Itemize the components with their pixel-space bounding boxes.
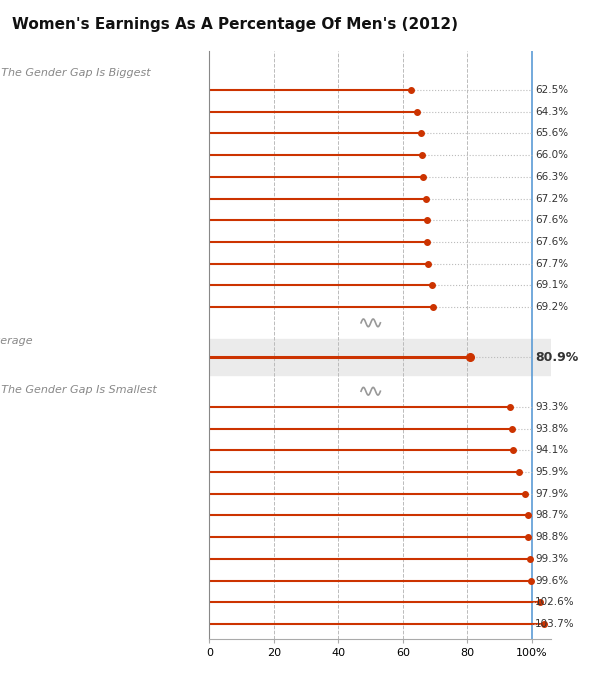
Text: 103.7%: 103.7% — [535, 619, 575, 629]
Text: 67.6%: 67.6% — [535, 237, 569, 247]
Text: Jobs Where The Gender Gap Is Smallest: Jobs Where The Gender Gap Is Smallest — [0, 385, 158, 395]
Text: 99.3%: 99.3% — [535, 554, 569, 564]
Text: 93.3%: 93.3% — [535, 402, 569, 412]
Text: 80.9%: 80.9% — [535, 350, 578, 364]
Text: 93.8%: 93.8% — [535, 424, 569, 434]
Text: 67.6%: 67.6% — [535, 216, 569, 225]
Text: 67.2%: 67.2% — [535, 194, 569, 203]
Bar — [209, 339, 551, 375]
Text: 102.6%: 102.6% — [535, 597, 575, 607]
Text: National Average: National Average — [0, 336, 33, 346]
Text: 98.7%: 98.7% — [535, 511, 569, 520]
Text: 64.3%: 64.3% — [535, 107, 569, 117]
Text: 66.0%: 66.0% — [535, 150, 568, 160]
Text: 62.5%: 62.5% — [535, 85, 569, 95]
Text: 67.7%: 67.7% — [535, 258, 569, 269]
Text: 69.1%: 69.1% — [535, 280, 569, 290]
Text: 95.9%: 95.9% — [535, 467, 569, 477]
Text: 65.6%: 65.6% — [535, 129, 569, 139]
Text: 97.9%: 97.9% — [535, 489, 569, 498]
Text: Jobs Where The Gender Gap Is Biggest: Jobs Where The Gender Gap Is Biggest — [0, 68, 152, 78]
Text: 94.1%: 94.1% — [535, 445, 569, 456]
Text: 98.8%: 98.8% — [535, 532, 569, 542]
Text: 66.3%: 66.3% — [535, 172, 569, 182]
Text: Women's Earnings As A Percentage Of Men's (2012): Women's Earnings As A Percentage Of Men'… — [12, 17, 458, 32]
Text: 69.2%: 69.2% — [535, 302, 569, 312]
Text: 99.6%: 99.6% — [535, 575, 569, 585]
